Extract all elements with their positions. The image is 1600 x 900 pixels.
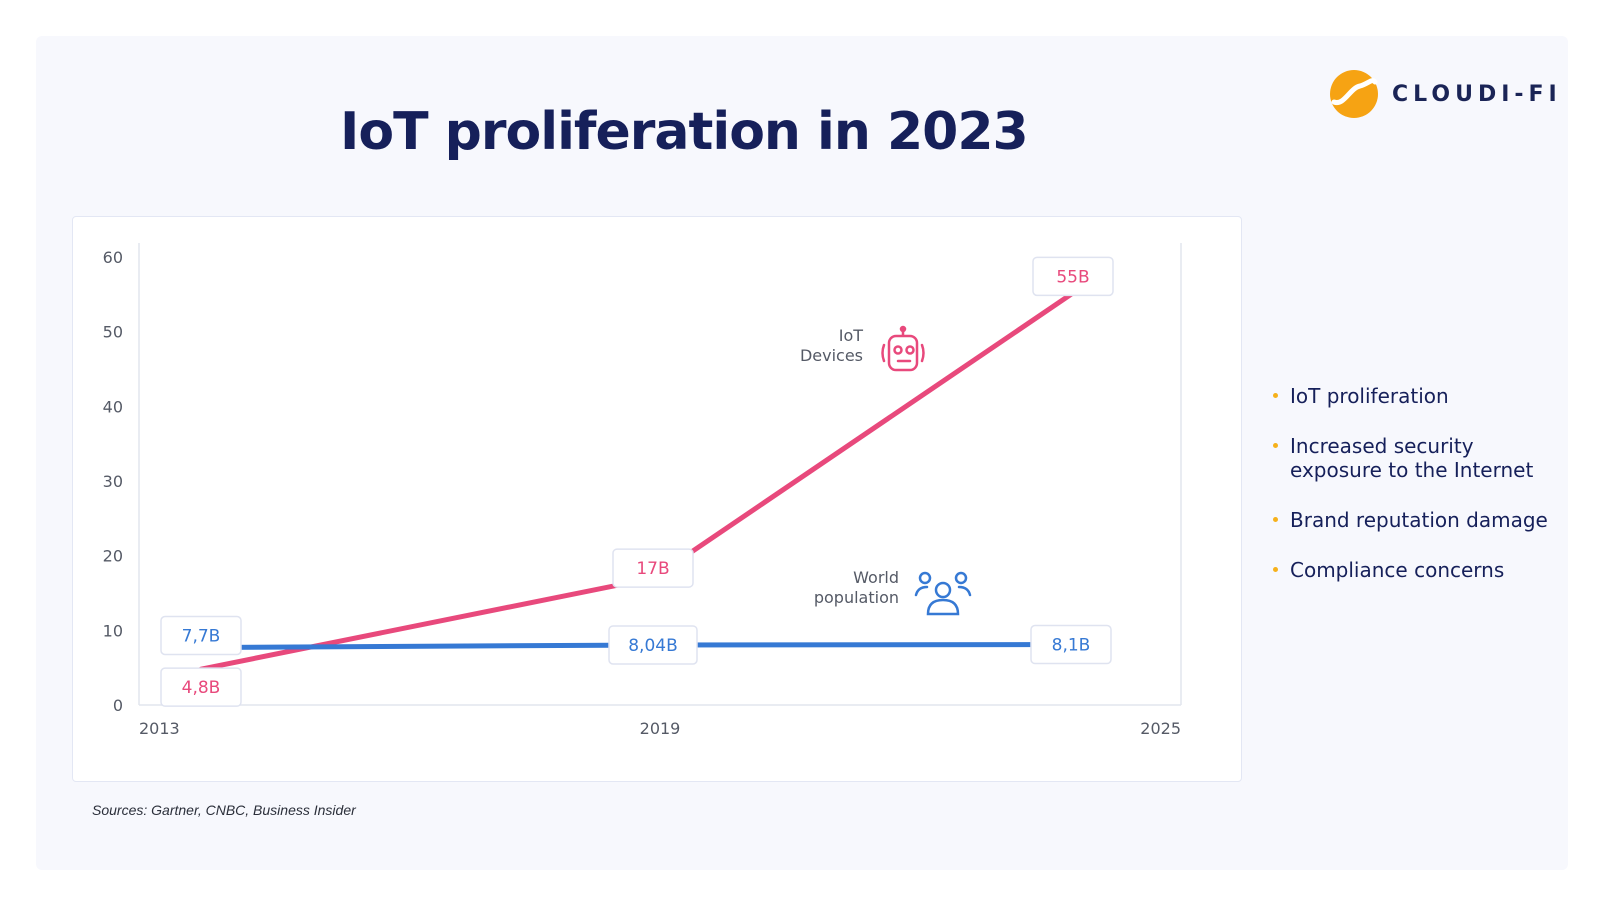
chart-card: 0 10 20 30 40 50 60 2013 2019 2025 4,8B 17B 55B 7,7B 8… xyxy=(72,216,1242,782)
data-label-box xyxy=(612,548,694,588)
robot-icon xyxy=(881,325,925,372)
y-tick-label: 50 xyxy=(103,323,123,342)
data-label-iot: 55B xyxy=(1032,256,1114,297)
data-label-iot: 4,8B xyxy=(160,667,242,707)
data-label-population: 7,7B xyxy=(160,615,242,656)
y-tick-label: 0 xyxy=(113,696,123,715)
data-label-box xyxy=(160,667,242,707)
y-tick-label: 30 xyxy=(103,472,123,491)
data-label-text: 55B xyxy=(1056,267,1089,287)
data-label-text: 8,1B xyxy=(1052,636,1091,656)
data-label-box xyxy=(608,625,698,665)
bullet-dot-icon xyxy=(1273,393,1278,398)
series-caption-line: World xyxy=(853,568,899,587)
bullet-list: IoT proliferation Increased security exp… xyxy=(1268,384,1568,608)
y-tick-label: 40 xyxy=(103,397,123,416)
bullet-item: Brand reputation damage xyxy=(1268,508,1568,532)
series-caption-line: IoT xyxy=(839,326,864,345)
x-tick-label: 2013 xyxy=(139,719,180,738)
y-tick-label: 60 xyxy=(103,248,123,267)
line-chart: 0 10 20 30 40 50 60 2013 2019 2025 4,8B 17B 55B 7,7B 8… xyxy=(103,243,1182,738)
data-label-text: 4,8B xyxy=(182,678,221,698)
bullet-dot-icon xyxy=(1273,443,1278,448)
bullet-dot-icon xyxy=(1273,567,1278,572)
source-note: Sources: Gartner, CNBC, Business Insider xyxy=(92,802,356,818)
data-label-text: 8,04B xyxy=(628,636,678,656)
bullet-text: Compliance concerns xyxy=(1290,558,1505,582)
logo-mark-icon xyxy=(1330,70,1378,118)
cloudi-fi-logo: CLOUDI-FI xyxy=(1328,66,1562,122)
x-tick-label: 2019 xyxy=(640,719,681,738)
bullet-item: Increased security exposure to the Inter… xyxy=(1268,434,1568,482)
series-caption-line: Devices xyxy=(800,346,863,365)
bullet-item: Compliance concerns xyxy=(1268,558,1568,582)
bullet-text: Increased security exposure to the Inter… xyxy=(1290,434,1534,482)
data-label-box xyxy=(1032,256,1114,297)
bullet-text: IoT proliferation xyxy=(1290,384,1449,408)
logo-text: CLOUDI-FI xyxy=(1392,81,1562,107)
y-tick-label: 10 xyxy=(103,621,123,640)
data-label-box xyxy=(1030,624,1112,665)
data-label-box xyxy=(160,615,242,656)
people-icon xyxy=(914,571,972,616)
bullet-text: Brand reputation damage xyxy=(1290,508,1548,532)
data-label-population: 8,04B xyxy=(608,625,698,665)
data-label-population: 8,1B xyxy=(1030,624,1112,665)
bullet-item: IoT proliferation xyxy=(1268,384,1568,408)
bullet-dot-icon xyxy=(1273,517,1278,522)
x-tick-label: 2025 xyxy=(1140,719,1181,738)
data-label-text: 17B xyxy=(636,559,669,579)
data-label-text: 7,7B xyxy=(182,627,221,647)
page-title: IoT proliferation in 2023 xyxy=(340,102,1029,162)
series-caption-line: population xyxy=(814,588,899,607)
data-label-iot: 17B xyxy=(612,548,694,588)
y-tick-label: 20 xyxy=(103,547,123,566)
